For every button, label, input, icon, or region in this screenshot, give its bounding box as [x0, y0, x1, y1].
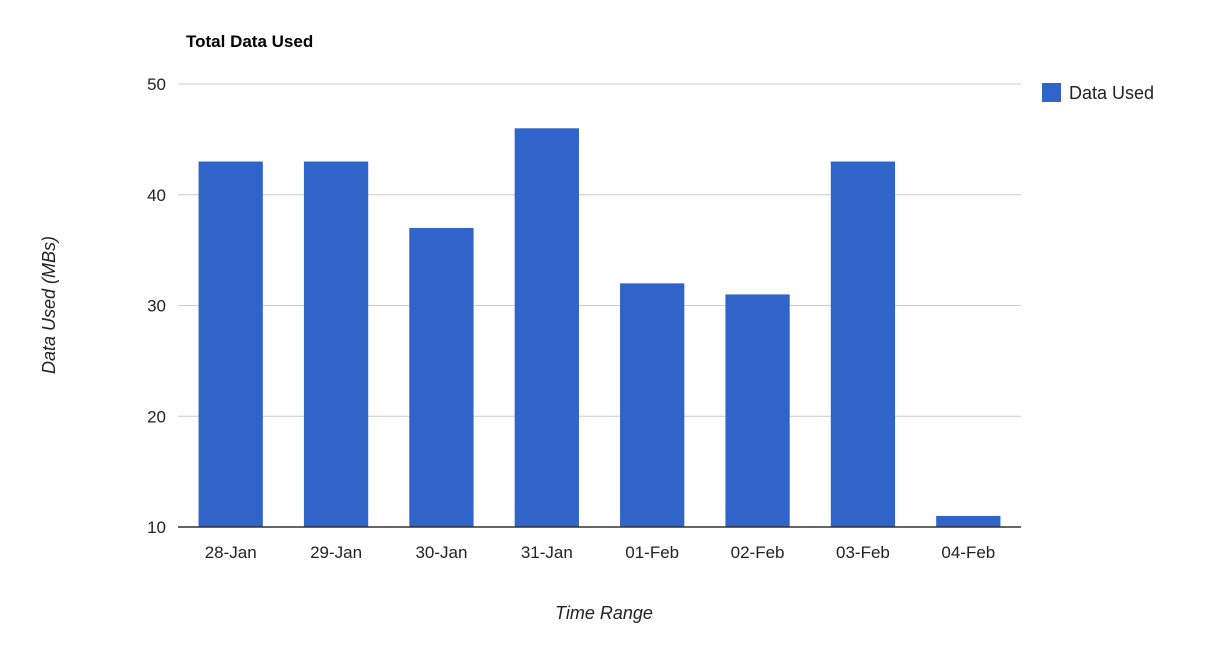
bar-02-feb	[725, 294, 790, 527]
x-tick-label: 29-Jan	[310, 543, 362, 562]
x-axis-ticks: 28-Jan 29-Jan 30-Jan 31-Jan 01-Feb 02-Feb 03-F…	[205, 543, 996, 562]
x-tick-label: 28-Jan	[205, 543, 257, 562]
x-tick-label: 03-Feb	[836, 543, 890, 562]
x-tick-label: 30-Jan	[415, 543, 467, 562]
bars	[198, 128, 1001, 528]
bar-01-feb	[620, 283, 685, 527]
y-tick-label: 30	[147, 297, 166, 316]
bar-04-feb	[936, 515, 1001, 527]
x-axis-title: Time Range	[555, 603, 653, 623]
y-axis-title: Data Used (MBs)	[39, 236, 59, 374]
x-tick-label: 01-Feb	[625, 543, 679, 562]
x-tick-label: 04-Feb	[941, 543, 995, 562]
bar-28-jan	[198, 161, 263, 527]
y-tick-label: 40	[147, 186, 166, 205]
legend: Data Used	[1042, 83, 1154, 103]
y-tick-label: 20	[147, 407, 166, 426]
y-tick-label: 50	[147, 75, 166, 94]
bar-03-feb	[830, 161, 896, 527]
x-tick-label: 02-Feb	[731, 543, 785, 562]
legend-label: Data Used	[1069, 83, 1154, 103]
chart-title: Total Data Used	[186, 32, 313, 51]
y-axis-ticks: 10 20 30 40 50	[147, 75, 166, 537]
legend-swatch	[1042, 83, 1061, 102]
bar-30-jan	[409, 227, 474, 527]
bar-31-jan	[514, 128, 579, 528]
y-tick-label: 10	[147, 518, 166, 537]
bar-29-jan	[303, 161, 369, 527]
x-tick-label: 31-Jan	[521, 543, 573, 562]
